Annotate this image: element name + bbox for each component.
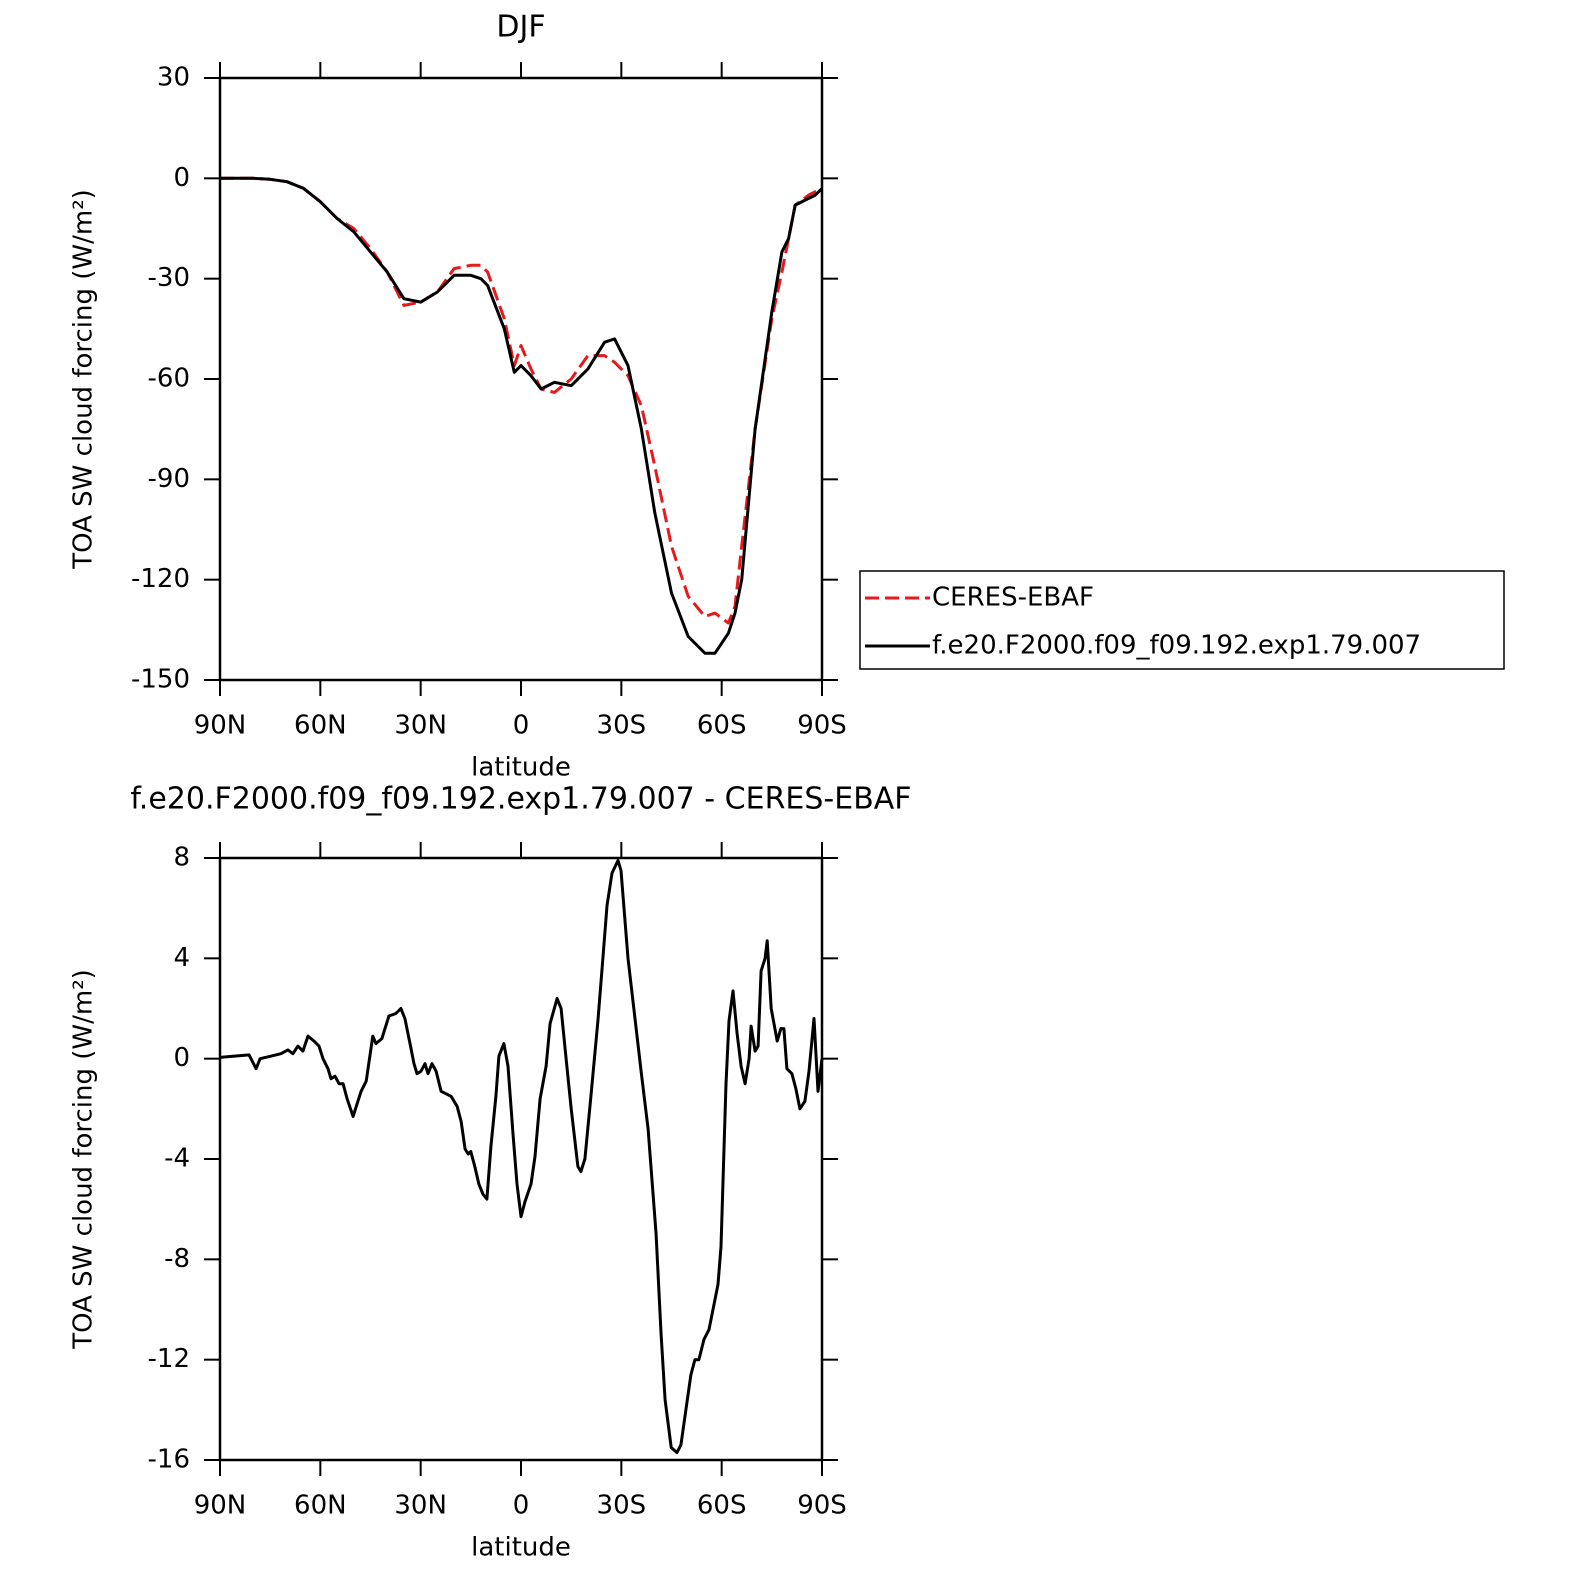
- y-tick-label: 0: [173, 1043, 190, 1073]
- x-tick-label: 60N: [294, 711, 347, 741]
- y-axis-label: TOA SW cloud forcing (W/m²): [69, 189, 99, 570]
- x-tick-label: 90N: [194, 711, 247, 741]
- x-tick-label: 30N: [394, 1491, 447, 1521]
- x-axis-label: latitude: [471, 753, 571, 783]
- x-tick-label: 30N: [394, 711, 447, 741]
- x-tick-label: 60S: [697, 711, 747, 741]
- y-axis-label: TOA SW cloud forcing (W/m²): [69, 969, 99, 1350]
- x-tick-label: 0: [513, 711, 530, 741]
- y-tick-label: -16: [148, 1445, 190, 1475]
- chart-title: f.e20.F2000.f09_f09.192.exp1.79.007 - CE…: [130, 782, 911, 817]
- legend: CERES-EBAF f.e20.F2000.f09_f09.192.exp1.7…: [859, 570, 1505, 670]
- x-tick-label: 90S: [797, 1491, 847, 1521]
- y-tick-label: 0: [173, 163, 190, 193]
- plot-frame: [218, 76, 824, 682]
- y-tick-label: -8: [164, 1244, 190, 1274]
- y-tick-label: -150: [131, 665, 190, 695]
- x-tick-label: 30S: [597, 711, 647, 741]
- y-tick-label: 30: [157, 63, 190, 93]
- y-tick-label: -30: [148, 263, 190, 293]
- data-line: [219, 859, 824, 1454]
- x-tick-label: 60N: [294, 1491, 347, 1521]
- x-tick-label: 60S: [697, 1491, 747, 1521]
- y-tick-label: -90: [148, 464, 190, 494]
- x-tick-label: 90S: [797, 711, 847, 741]
- x-tick-label: 0: [513, 1491, 530, 1521]
- y-tick-label: 4: [173, 943, 190, 973]
- y-tick-label: -4: [164, 1144, 190, 1174]
- x-tick-label: 90N: [194, 1491, 247, 1521]
- y-tick-label: -60: [148, 364, 190, 394]
- y-tick-label: -120: [131, 564, 190, 594]
- x-tick-label: 30S: [597, 1491, 647, 1521]
- series-line: [220, 176, 824, 655]
- y-tick-label: 8: [173, 843, 190, 873]
- x-axis-label: latitude: [471, 1533, 571, 1563]
- plot-frame: [218, 856, 824, 1462]
- chart-title: DJF: [496, 10, 545, 45]
- legend-label: CERES-EBAF: [932, 583, 1094, 613]
- legend-label: f.e20.F2000.f09_f09.192.exp1.79.007: [932, 631, 1421, 661]
- legend-box: [859, 570, 1505, 670]
- y-tick-label: -12: [148, 1344, 190, 1374]
